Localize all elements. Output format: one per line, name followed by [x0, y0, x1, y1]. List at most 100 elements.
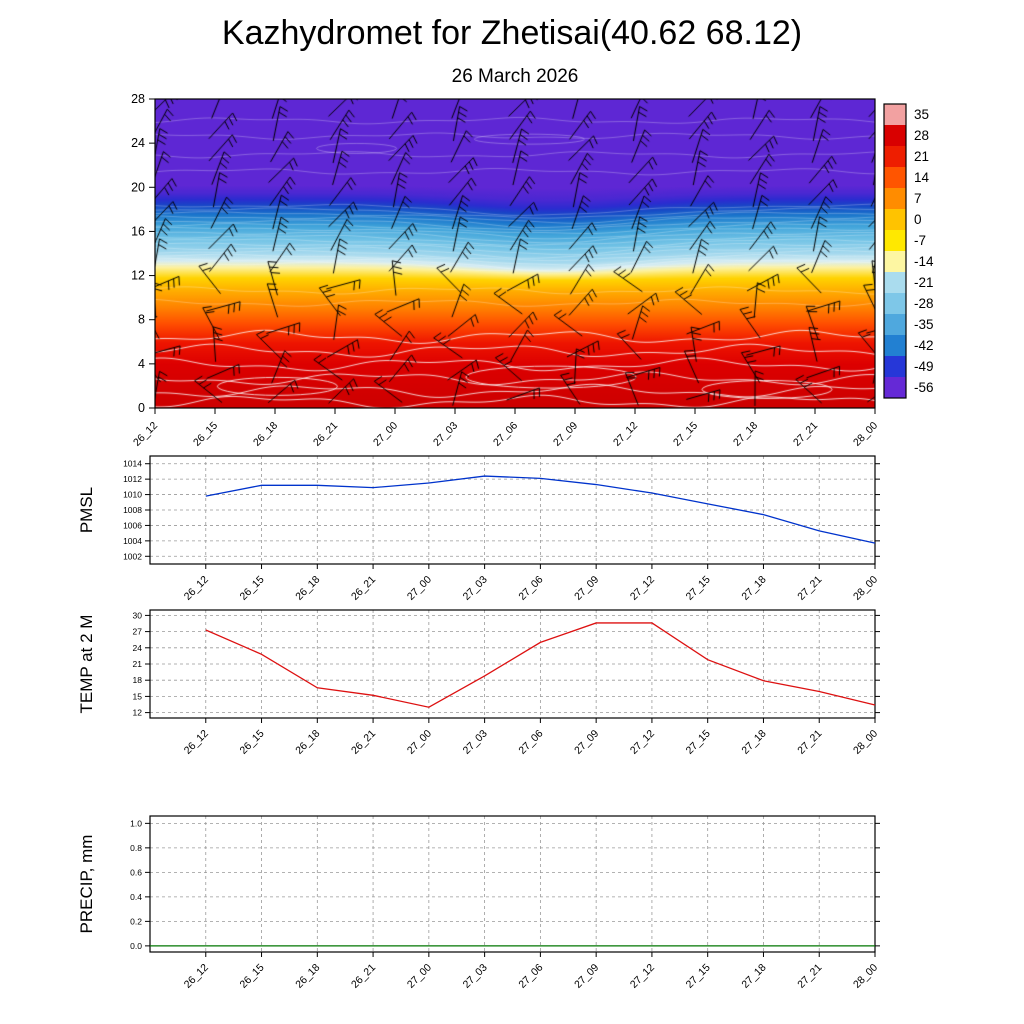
pmsl-series-line [205, 475, 876, 544]
x-tick-label: 27_09 [572, 574, 601, 603]
x-tick-label: 27_12 [628, 728, 657, 757]
y-tick-label: 12 [131, 269, 145, 283]
colorbar-segment [884, 125, 906, 147]
colorbar-segment [884, 251, 906, 273]
pmsl-frame [149, 455, 876, 565]
colorbar-segment [884, 314, 906, 336]
y-tick-label: 4 [138, 357, 145, 371]
y-tick-label: 0 [138, 401, 145, 415]
x-tick-label: 26_21 [311, 420, 340, 449]
x-tick-label: 27_06 [491, 420, 520, 449]
colorbar-tick-label: 28 [914, 128, 929, 143]
x-tick-label: 27_03 [431, 420, 460, 449]
x-tick-label: 27_03 [461, 574, 490, 603]
colorbar-segment [884, 209, 906, 231]
x-tick-label: 26_12 [182, 574, 211, 603]
colorbar-frame [883, 103, 907, 399]
x-tick-label: 26_18 [293, 728, 322, 757]
x-tick-label: 27_09 [572, 962, 601, 991]
x-tick-label: 27_06 [516, 728, 545, 757]
y-tick-label: 1004 [123, 536, 142, 546]
temp2m-series-line [205, 622, 876, 708]
page-title: Kazhydromet for Zhetisai(40.62 68.12) [221, 14, 803, 52]
x-tick-label: 27_15 [684, 574, 713, 603]
temp2m-axis-title: TEMP at 2 M [77, 615, 96, 714]
colorbar-tick-label: 35 [914, 107, 929, 122]
x-tick-label: 27_06 [516, 574, 545, 603]
colorbar-segment [884, 335, 906, 357]
x-tick-label: 27_12 [628, 962, 657, 991]
x-tick-label: 27_06 [516, 962, 545, 991]
y-tick-label: 1006 [123, 520, 142, 530]
x-tick-label: 28_00 [851, 420, 880, 449]
y-tick-label: 1.0 [130, 818, 142, 828]
x-tick-label: 27_09 [572, 728, 601, 757]
colorbar-tick-label: 14 [914, 170, 930, 185]
y-tick-label: 0.2 [130, 916, 142, 926]
x-tick-label: 28_00 [851, 574, 880, 603]
y-tick-label: 30 [133, 610, 143, 620]
y-tick-label: 1014 [123, 459, 142, 469]
y-tick-label: 16 [131, 224, 145, 238]
x-tick-label: 27_21 [795, 574, 824, 603]
x-tick-label: 27_21 [795, 728, 824, 757]
y-tick-label: 24 [133, 643, 143, 653]
x-tick-label: 26_12 [182, 728, 211, 757]
y-tick-label: 1012 [123, 474, 142, 484]
x-tick-label: 27_03 [461, 728, 490, 757]
colorbar-tick-label: -7 [914, 233, 926, 248]
precip-axis-title: PRECIP, mm [77, 835, 96, 934]
x-tick-label: 27_18 [731, 420, 760, 449]
colorbar-segment [884, 167, 906, 189]
precip-frame [149, 815, 876, 953]
colorbar-segment [884, 293, 906, 315]
x-tick-label: 27_18 [739, 728, 768, 757]
x-tick-label: 27_09 [551, 420, 580, 449]
y-tick-label: 8 [138, 313, 145, 327]
x-tick-label: 27_21 [791, 420, 820, 449]
colorbar-tick-label: -42 [914, 338, 934, 353]
y-tick-label: 24 [131, 136, 145, 150]
y-tick-label: 15 [133, 691, 143, 701]
colorbar-tick-label: -14 [914, 254, 934, 269]
x-tick-label: 26_21 [349, 962, 378, 991]
colorbar-segment [884, 104, 906, 126]
x-tick-label: 26_12 [182, 962, 211, 991]
y-tick-label: 0.8 [130, 843, 142, 853]
colorbar-segment [884, 377, 906, 399]
y-tick-label: 28 [131, 92, 145, 106]
x-tick-label: 28_00 [851, 962, 880, 991]
y-tick-label: 1002 [123, 551, 142, 561]
y-tick-label: 1008 [123, 505, 142, 515]
x-tick-label: 26_18 [293, 574, 322, 603]
y-tick-label: 12 [133, 708, 143, 718]
y-tick-label: 0.4 [130, 892, 142, 902]
y-tick-label: 1010 [123, 490, 142, 500]
x-tick-label: 26_15 [238, 962, 267, 991]
colorbar-tick-label: -28 [914, 296, 934, 311]
x-tick-label: 26_15 [191, 420, 220, 449]
x-tick-label: 27_12 [628, 574, 657, 603]
x-tick-label: 26_15 [238, 574, 267, 603]
colorbar-tick-label: -49 [914, 359, 934, 374]
page-subtitle: 26 March 2026 [451, 66, 579, 87]
pmsl-axis-title: PMSL [77, 487, 96, 533]
x-tick-label: 26_21 [349, 728, 378, 757]
x-tick-label: 27_15 [684, 728, 713, 757]
colorbar-segment [884, 230, 906, 252]
x-tick-label: 27_12 [611, 420, 640, 449]
colorbar-tick-label: -56 [914, 380, 934, 395]
x-tick-label: 27_18 [739, 962, 768, 991]
y-tick-label: 18 [133, 675, 143, 685]
x-tick-label: 27_00 [405, 962, 434, 991]
y-tick-label: 21 [133, 659, 143, 669]
colorbar-tick-label: -35 [914, 317, 934, 332]
colorbar-tick-label: -21 [914, 275, 934, 290]
y-tick-label: 27 [133, 627, 143, 637]
y-tick-label: 0.0 [130, 941, 142, 951]
temp2m-frame [149, 609, 876, 719]
colorbar-tick-label: 0 [914, 212, 922, 227]
colorbar-tick-label: 7 [914, 191, 922, 206]
x-tick-label: 28_00 [851, 728, 880, 757]
